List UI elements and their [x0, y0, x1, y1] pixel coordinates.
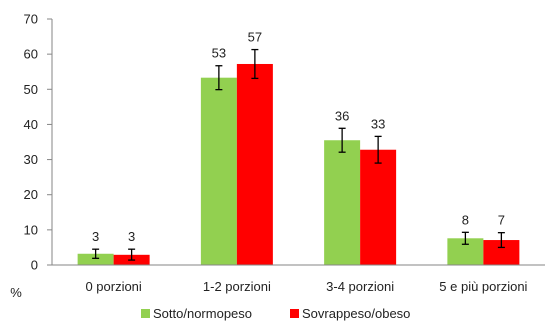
- y-tick-label: 10: [24, 222, 38, 237]
- data-labels: 3 53 36 8 3 57 33 7: [92, 30, 505, 245]
- bar: [324, 140, 361, 265]
- legend-swatch: [290, 309, 299, 318]
- x-tick-label: 5 e più porzioni: [439, 279, 527, 294]
- y-axis-label: %: [10, 285, 22, 300]
- bars: [77, 63, 520, 266]
- data-label: 3: [128, 229, 135, 244]
- legend: Sotto/normopeso Sovrappeso/obeso: [141, 306, 410, 321]
- y-tick-label: 20: [24, 187, 38, 202]
- y-tick-label: 70: [24, 12, 38, 27]
- legend-entry: Sotto/normopeso: [153, 306, 252, 321]
- legend-entry: Sovrappeso/obeso: [302, 306, 410, 321]
- y-tick-label: 60: [24, 47, 38, 62]
- bar: [236, 63, 273, 266]
- bar: [77, 253, 114, 265]
- y-tick-label: 0: [31, 258, 38, 273]
- error-bars: [92, 48, 505, 261]
- bar: [360, 149, 397, 265]
- x-axis: 0 porzioni 1-2 porzioni 3-4 porzioni 5 e pi…: [52, 264, 545, 294]
- data-label: 3: [92, 229, 99, 244]
- x-tick-label: 0 porzioni: [85, 279, 141, 294]
- bar: [200, 77, 237, 265]
- data-label: 36: [335, 108, 349, 123]
- y-axis: 0 10 20 30 40 50 60 70: [24, 12, 53, 273]
- data-label: 33: [371, 116, 385, 131]
- y-tick-label: 30: [24, 152, 38, 167]
- y-tick-label: 50: [24, 82, 38, 97]
- legend-swatch: [141, 309, 150, 318]
- x-tick-label: 1-2 porzioni: [203, 279, 271, 294]
- data-label: 53: [212, 46, 226, 61]
- x-tick-label: 3-4 porzioni: [326, 279, 394, 294]
- data-label: 8: [462, 212, 469, 227]
- data-label: 57: [248, 30, 262, 45]
- data-label: 7: [498, 213, 505, 228]
- y-tick-label: 40: [24, 117, 38, 132]
